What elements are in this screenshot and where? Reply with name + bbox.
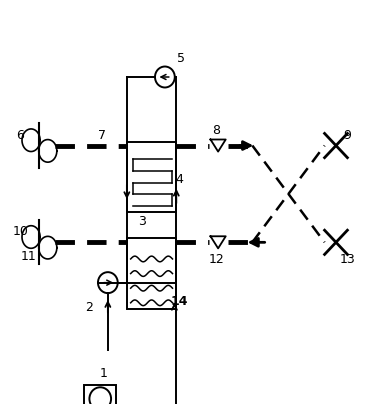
Bar (127, 142, 176, 213)
Text: 2: 2 (85, 301, 93, 313)
Text: 5: 5 (177, 52, 185, 65)
Text: 1: 1 (99, 366, 107, 379)
Bar (127, 239, 176, 309)
Text: 14: 14 (170, 294, 188, 307)
Text: 3: 3 (138, 214, 146, 227)
Text: 8: 8 (212, 124, 220, 136)
Text: 9: 9 (344, 128, 351, 141)
Text: 4: 4 (175, 173, 183, 185)
Bar (84, 385, 116, 405)
Text: 13: 13 (339, 252, 355, 265)
Text: 11: 11 (21, 249, 37, 262)
Text: 12: 12 (208, 252, 224, 265)
Text: 7: 7 (98, 128, 106, 141)
Text: 10: 10 (13, 224, 28, 237)
Text: 6: 6 (16, 128, 25, 141)
